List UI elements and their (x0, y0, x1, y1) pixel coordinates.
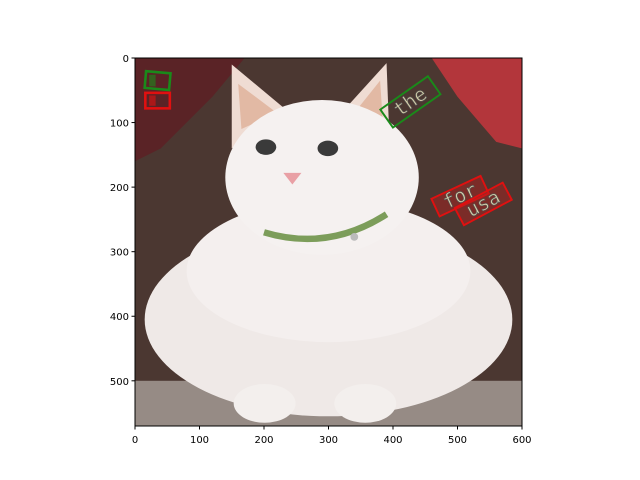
x-tick-label: 400 (383, 435, 402, 446)
y-tick-label: 400 (110, 312, 129, 323)
x-tick-label: 300 (319, 435, 338, 446)
y-tick-label: 100 (110, 119, 129, 130)
x-tick-label: 0 (132, 435, 138, 446)
x-tick-label: 100 (190, 435, 209, 446)
x-tick-label: 600 (512, 435, 531, 446)
y-tick-label: 500 (110, 377, 129, 388)
y-tick-label: 0 (123, 54, 129, 65)
x-tick-label: 500 (448, 435, 467, 446)
small-box (143, 69, 172, 110)
y-tick-label: 200 (110, 183, 129, 194)
text-box: for (430, 174, 491, 218)
y-tick-label: 300 (110, 248, 129, 259)
x-tick-label: 200 (254, 435, 273, 446)
image: the for usa (135, 58, 522, 426)
